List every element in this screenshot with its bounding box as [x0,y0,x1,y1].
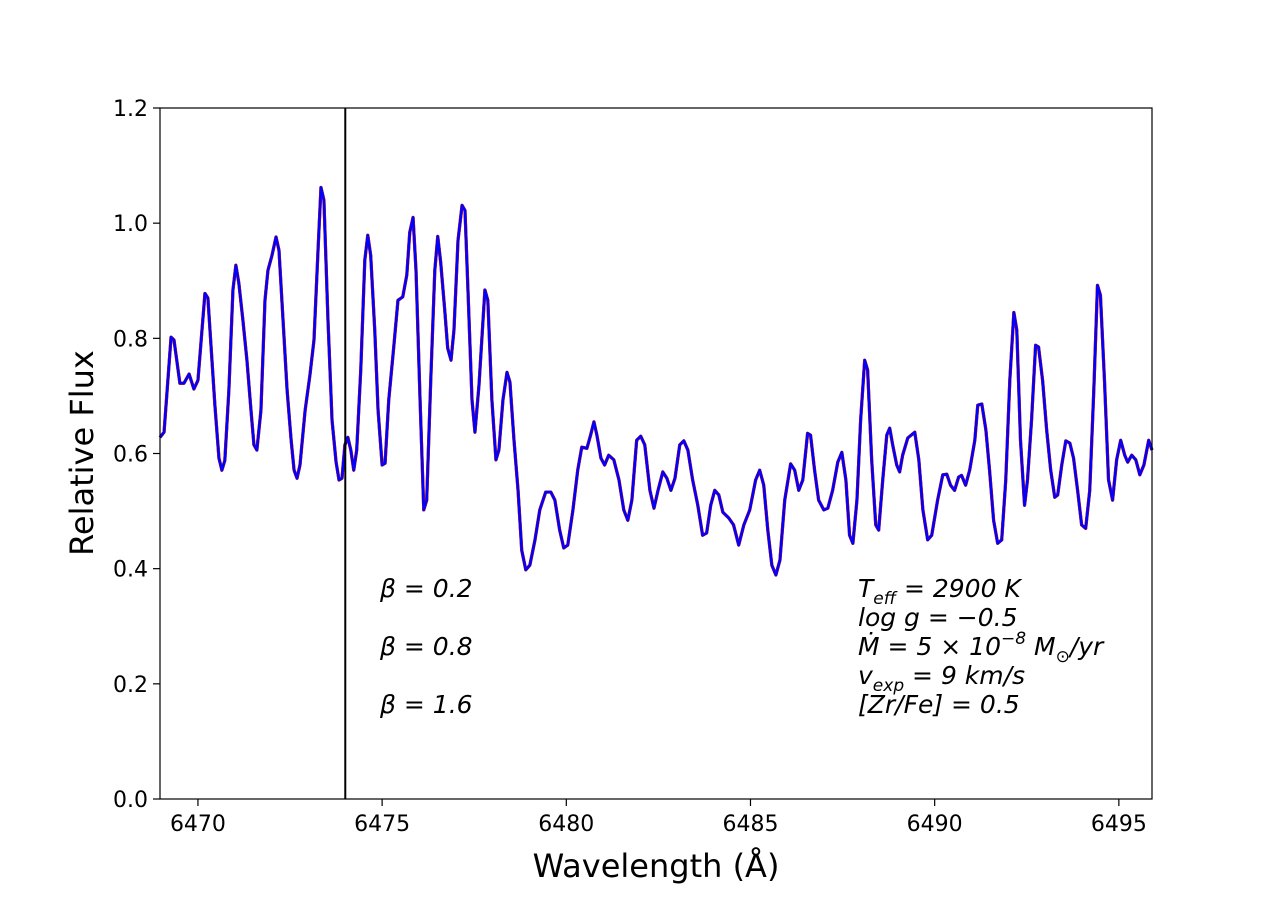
parameter-text: = 9 km/s [904,661,1025,690]
y-tick-label: 0.0 [113,788,148,813]
y-tick-label: 0.8 [113,327,148,352]
parameter-sub: ⊙ [1056,647,1070,667]
x-tick-label: 6485 [722,812,778,837]
x-tick-label: 6480 [538,812,594,837]
y-axis-label: Relative Flux [63,350,101,556]
x-axis-label: Wavelength (Å) [533,847,780,885]
spectrum-line [158,186,1154,577]
parameter-sup: −8 [1001,629,1026,649]
parameter-line: vexp​ = 9 km/s [858,661,1025,696]
y-tick-label: 1.2 [113,97,148,122]
y-tick-label: 1.0 [113,212,148,237]
parameter-text: [Zr/Fe] = 0.5 [858,690,1020,719]
parameter-text: log g = −0.5 [858,603,1017,632]
parameter-sub: exp [873,676,905,696]
plot-frame [159,107,1153,800]
legend-label: β = 1.6 [379,690,473,719]
legend-label: β = 0.8 [379,632,473,661]
y-tick-label: 0.6 [113,443,148,468]
parameter-text: = 2900 K [896,574,1023,603]
parameter-sub: eff [873,589,897,609]
parameter-text: M [1026,632,1056,661]
parameter-text: T [858,574,875,603]
x-tick-label: 6495 [1091,812,1147,837]
parameter-text: /yr [1068,632,1105,661]
y-tick-label: 0.4 [113,558,148,583]
x-tick-label: 6490 [907,812,963,837]
legend-label: β = 0.2 [379,574,473,603]
parameter-line: [Zr/Fe] = 0.5 [858,690,1020,719]
y-tick-label: 0.2 [113,673,148,698]
x-tick-label: 6475 [354,812,410,837]
parameter-text: v [858,661,874,690]
parameter-text: Ṁ = 5 × 10 [858,632,1001,661]
x-tick-label: 6470 [170,812,226,837]
parameter-line: Teff​ = 2900 K [858,574,1023,609]
parameter-line: Ṁ = 5 × 10−8​ M⊙​/yr [858,629,1105,667]
parameter-line: log g = −0.5 [858,603,1017,632]
